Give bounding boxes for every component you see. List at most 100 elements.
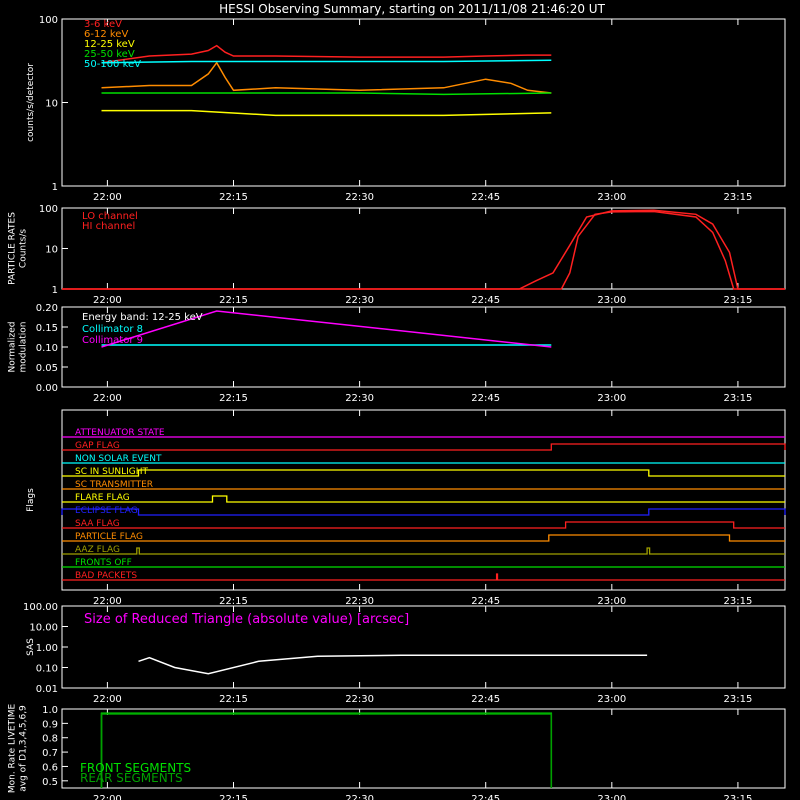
- flags-trace-3: [62, 469, 785, 477]
- particle-legend-0: LO channel: [82, 211, 138, 222]
- sas-annotation: Size of Reduced Triangle (absolute value…: [84, 612, 409, 627]
- sas-xtick-label-5: 23:15: [724, 694, 753, 705]
- modulation-legend-0: Collimator 8: [82, 324, 143, 335]
- livetime-ytick-label-0: 0.5: [42, 777, 58, 788]
- livetime-xtick-label-2: 22:30: [345, 794, 374, 800]
- livetime-ytick-label-1: 0.6: [42, 762, 58, 773]
- flags-label-7: SAA FLAG: [75, 519, 120, 529]
- modulation-xtick-label-5: 23:15: [724, 393, 753, 404]
- sas-ytick-label-0: 0.01: [36, 684, 58, 695]
- modulation-annotation: Energy band: 12-25 keV: [82, 312, 203, 323]
- sas-xtick-label-0: 22:00: [93, 694, 122, 705]
- particle-xtick-label-3: 22:45: [471, 295, 500, 306]
- sas-ytick-label-2: 1.00: [36, 643, 58, 654]
- flags-label-9: AAZ FLAG: [75, 545, 120, 555]
- counts-legend-2: 12-25 keV: [84, 39, 135, 50]
- flags-frame: [61, 409, 786, 591]
- flags-trace-9: [62, 547, 785, 555]
- flags-trace-11: [62, 573, 785, 581]
- modulation-series-1: [101, 310, 552, 348]
- sas-ytick-label-3: 10.00: [29, 623, 58, 634]
- flags-label-6: ECLIPSE FLAG: [75, 506, 138, 516]
- particle-frame: [61, 207, 786, 290]
- livetime-ylabel-0: Mon. Rate LIVETIME: [8, 704, 18, 794]
- counts-xtick-label-0: 22:00: [93, 192, 122, 203]
- particle-xtick-label-0: 22:00: [93, 295, 122, 306]
- flags-xtick-label-3: 22:45: [471, 596, 500, 607]
- flags-label-2: NON SOLAR EVENT: [75, 454, 162, 464]
- livetime-series-1: [100, 713, 553, 788]
- counts-ylabel: counts/s/detector: [26, 63, 36, 142]
- livetime-ylabel-1: avg of D1,3,4,5,6,9: [19, 705, 29, 792]
- particle-xtick-label-4: 23:00: [597, 295, 626, 306]
- modulation-xtick-label-1: 22:15: [219, 393, 248, 404]
- particle-series-1: [62, 210, 785, 290]
- modulation-ytick-label-4: 0.20: [36, 303, 58, 314]
- modulation-ytick-label-2: 0.10: [36, 343, 58, 354]
- flags-xtick-label-4: 23:00: [597, 596, 626, 607]
- flags-label-1: GAP FLAG: [75, 441, 120, 451]
- modulation-ytick-label-1: 0.05: [36, 363, 58, 374]
- flags-label-4: SC TRANSMITTER: [75, 480, 153, 490]
- flags-label-11: BAD PACKETS: [75, 571, 137, 581]
- flags-label-3: SC IN SUNLIGHT: [75, 467, 149, 477]
- counts-series-2: [101, 109, 552, 117]
- livetime-xtick-label-5: 23:15: [724, 794, 753, 800]
- sas-xtick-label-3: 22:45: [471, 694, 500, 705]
- particle-ytick-label-2: 100: [39, 204, 58, 215]
- flags-xtick-label-5: 23:15: [724, 596, 753, 607]
- sas-series-0: [138, 654, 648, 675]
- sas-xtick-label-1: 22:15: [219, 694, 248, 705]
- counts-ytick-label-1: 10: [45, 99, 58, 110]
- sas-xtick-label-4: 23:00: [597, 694, 626, 705]
- sas-xtick-label-2: 22:30: [345, 694, 374, 705]
- flags-xtick-label-1: 22:15: [219, 596, 248, 607]
- livetime-ytick-label-5: 1.0: [42, 705, 58, 716]
- flags-trace-6: [61, 508, 786, 516]
- modulation-xtick-label-4: 23:00: [597, 393, 626, 404]
- counts-series-0: [101, 44, 552, 64]
- particle-ytick-label-0: 1: [52, 285, 58, 296]
- counts-legend-4: 50-100 keV: [84, 59, 141, 70]
- counts-series-4: [101, 59, 552, 64]
- flags-xtick-label-0: 22:00: [93, 596, 122, 607]
- modulation-xtick-label-2: 22:30: [345, 393, 374, 404]
- counts-xtick-label-1: 22:15: [219, 192, 248, 203]
- modulation-ytick-label-3: 0.15: [36, 323, 58, 334]
- modulation-legend-1: Collimator 9: [82, 335, 143, 346]
- flags-xtick-label-2: 22:30: [345, 596, 374, 607]
- counts-xtick-label-5: 23:15: [724, 192, 753, 203]
- flags-trace-8: [62, 534, 785, 542]
- livetime-xtick-label-3: 22:45: [471, 794, 500, 800]
- flags-trace-5: [62, 495, 785, 503]
- livetime-legend-1: REAR SEGMENTS: [80, 771, 183, 785]
- counts-xtick-label-3: 22:45: [471, 192, 500, 203]
- counts-ytick-label-0: 1: [52, 182, 58, 193]
- flags-trace-1: [62, 443, 786, 451]
- modulation-xtick-label-3: 22:45: [471, 393, 500, 404]
- livetime-xtick-label-0: 22:00: [93, 794, 122, 800]
- counts-xtick-label-2: 22:30: [345, 192, 374, 203]
- livetime-ytick-label-2: 0.7: [42, 748, 58, 759]
- particle-xtick-label-5: 23:15: [724, 295, 753, 306]
- counts-legend-0: 3-6 keV: [84, 19, 122, 30]
- modulation-ylabel-0: Normalized: [8, 321, 18, 372]
- flags-label-0: ATTENUATOR STATE: [75, 428, 165, 438]
- modulation-ytick-label-0: 0.00: [36, 383, 58, 394]
- livetime-ytick-label-3: 0.8: [42, 734, 58, 745]
- particle-ytick-label-1: 10: [45, 245, 58, 256]
- counts-legend-3: 25-50 keV: [84, 49, 135, 60]
- livetime-frame: [61, 708, 786, 789]
- flags-label-10: FRONTS OFF: [75, 558, 132, 568]
- sas-ylabel: SAS: [26, 638, 36, 656]
- livetime-xtick-label-1: 22:15: [219, 794, 248, 800]
- livetime-xtick-label-4: 23:00: [597, 794, 626, 800]
- counts-xtick-label-4: 23:00: [597, 192, 626, 203]
- modulation-xtick-label-0: 22:00: [93, 393, 122, 404]
- flags-label-8: PARTICLE FLAG: [75, 532, 143, 542]
- counts-legend-1: 6-12 keV: [84, 29, 128, 40]
- flags-label-5: FLARE FLAG: [75, 493, 130, 503]
- particle-xtick-label-2: 22:30: [345, 295, 374, 306]
